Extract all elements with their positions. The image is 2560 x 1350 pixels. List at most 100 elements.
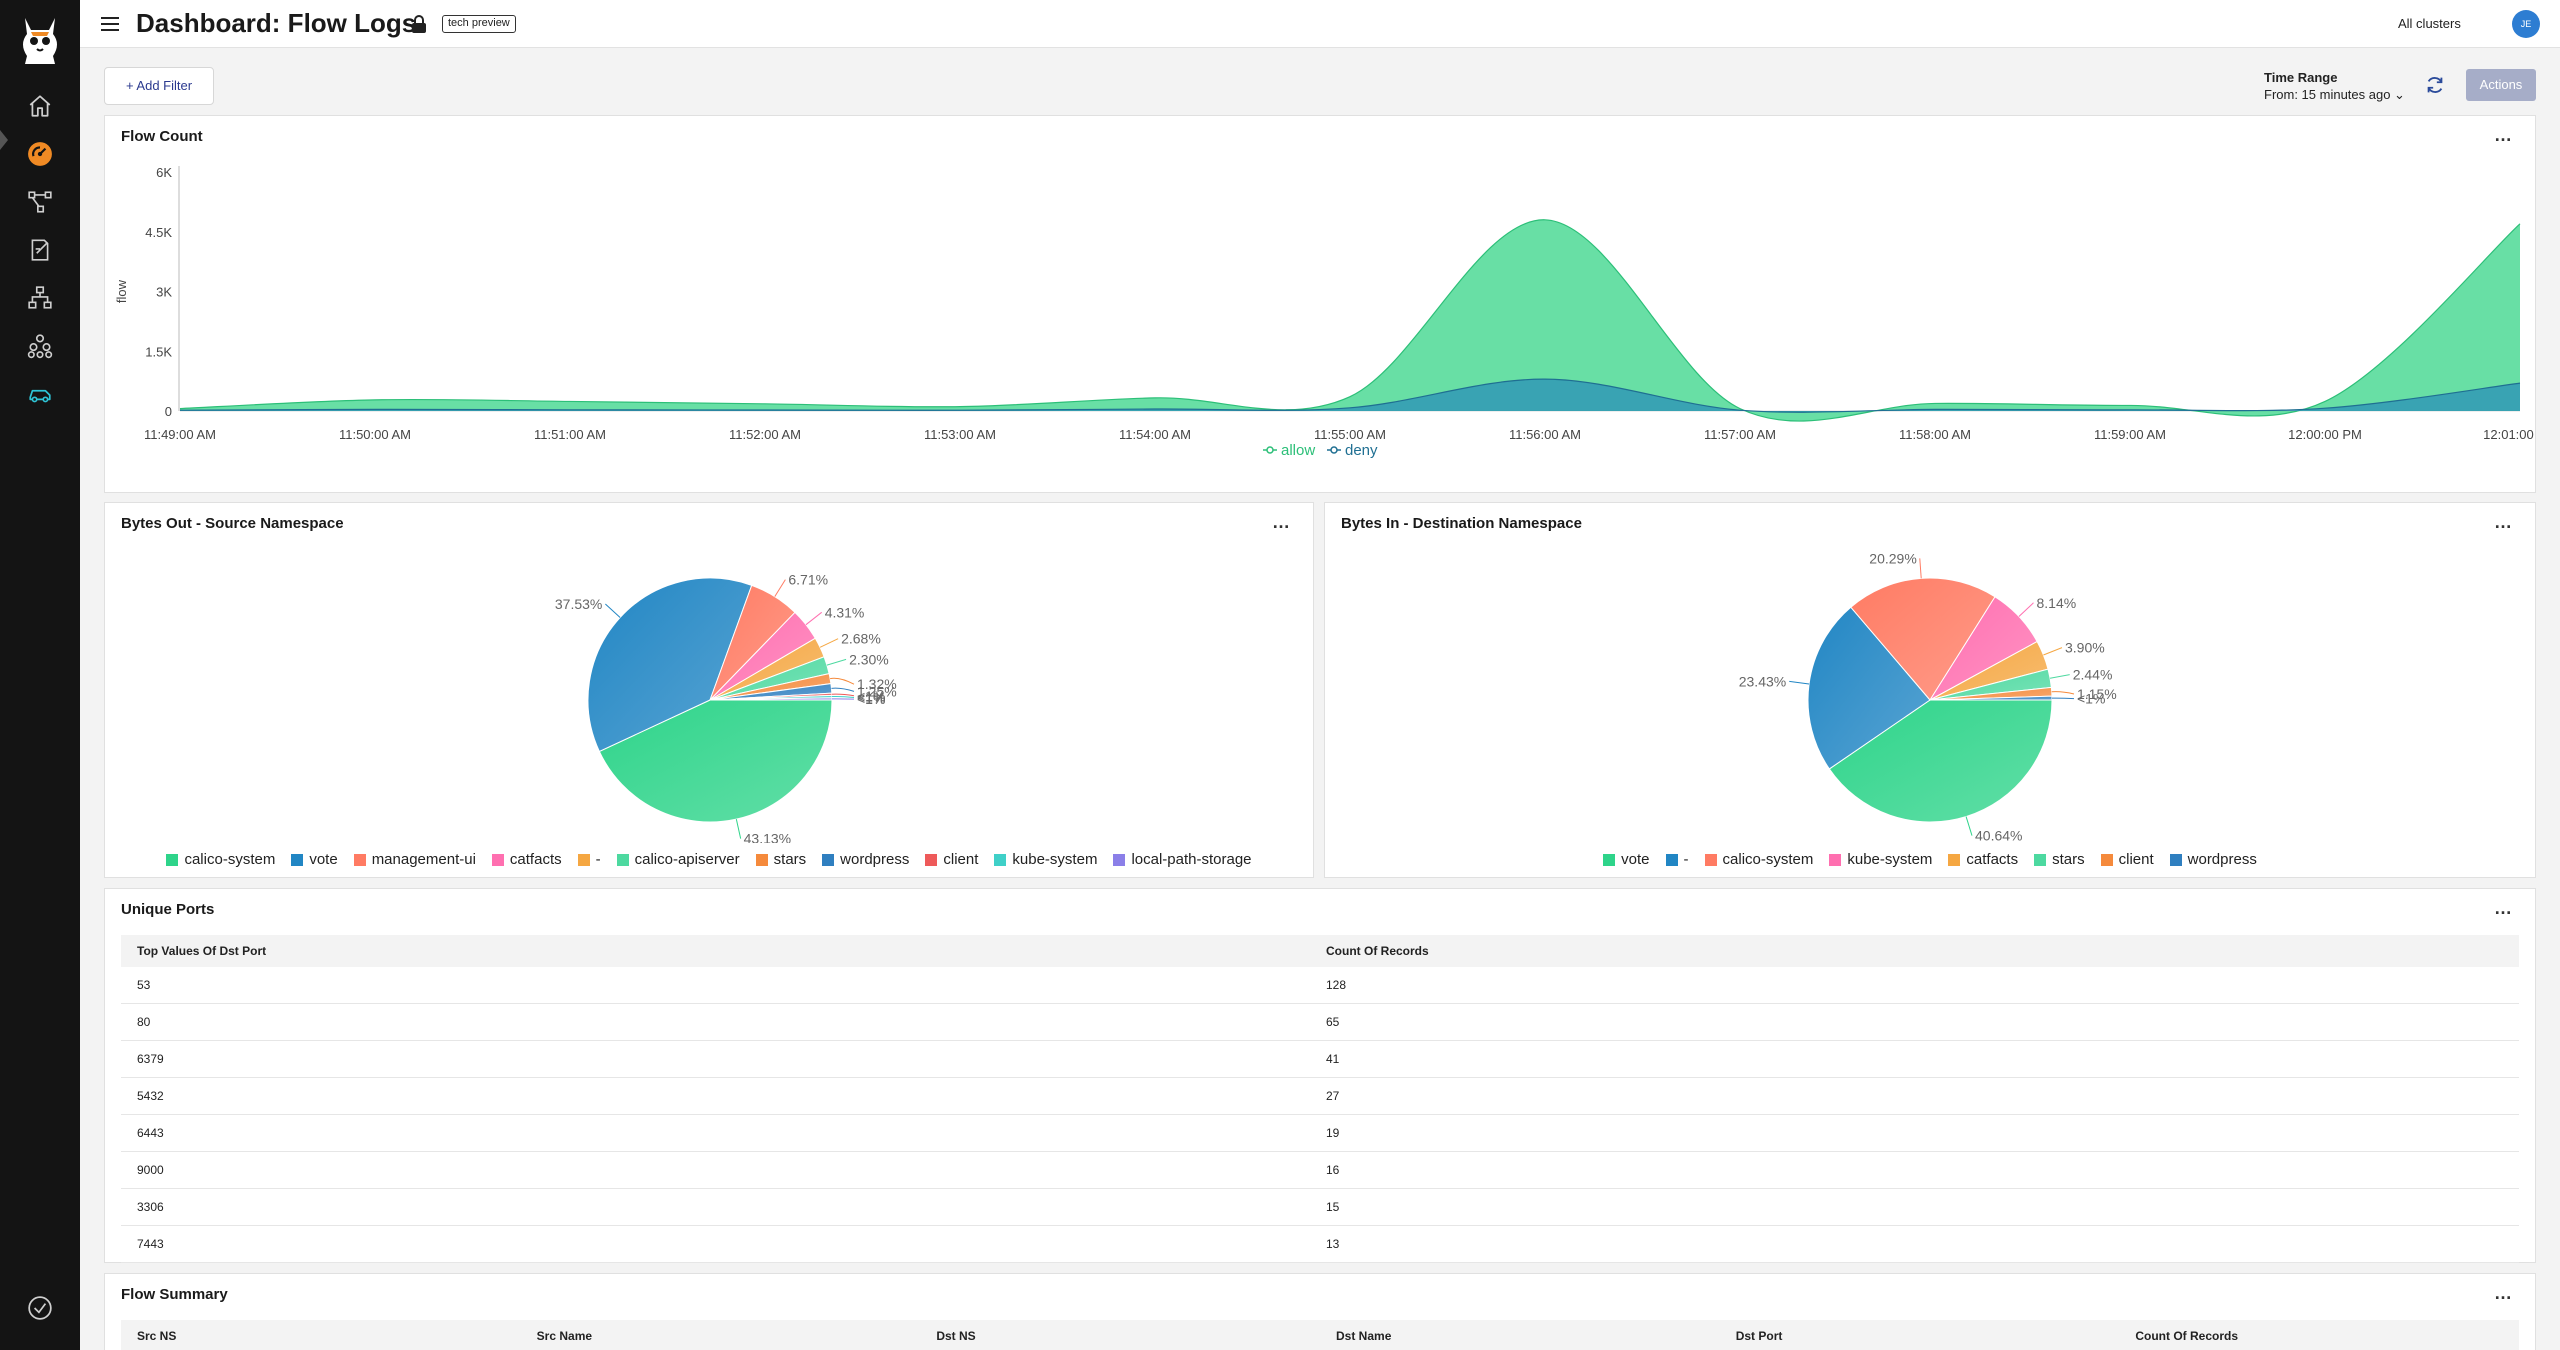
hamburger-menu-icon[interactable] (98, 12, 122, 36)
cell-count: 41 (1326, 1052, 1340, 1066)
legend-item[interactable]: calico-apiserver (616, 851, 740, 868)
x-tick-label: 11:49:00 AM (144, 427, 216, 442)
legend-item[interactable]: catfacts (491, 851, 562, 868)
table-row[interactable]: 3306 15 (121, 1189, 2519, 1226)
column-header-dst-port[interactable]: Dst Port (1735, 1329, 1783, 1343)
y-tick-label: 6K (156, 165, 172, 180)
area-allow[interactable] (180, 219, 2520, 422)
table-row[interactable]: 7443 13 (121, 1226, 2519, 1263)
legend-item[interactable]: client (925, 851, 978, 868)
status-check-icon[interactable] (22, 1290, 58, 1326)
legend-label-allow[interactable]: allow (1281, 442, 1315, 459)
home-icon[interactable] (22, 88, 58, 124)
legend-item[interactable]: wordpress (822, 851, 909, 868)
legend-swatch (291, 853, 304, 866)
pie-label-connector (1919, 558, 1922, 579)
column-header-count[interactable]: Count Of Records (2135, 1329, 2239, 1343)
refresh-icon[interactable] (2424, 74, 2446, 96)
network-topology-icon[interactable] (22, 280, 58, 316)
time-range-selector[interactable]: Time Range From: 15 minutes ago ⌄ (2264, 70, 2405, 103)
table-row[interactable]: 5432 27 (121, 1078, 2519, 1115)
bytes-in-menu-button[interactable]: … (2494, 512, 2513, 532)
column-header-dst-port[interactable]: Top Values Of Dst Port (137, 944, 267, 958)
user-avatar[interactable]: JE (2512, 10, 2540, 38)
policies-icon[interactable] (22, 232, 58, 268)
pie-label-connector (826, 658, 847, 666)
line-allow (179, 219, 2521, 422)
legend-item[interactable]: local-path-storage (1113, 851, 1252, 868)
flow-summary-menu-button[interactable]: … (2494, 1283, 2513, 1303)
pie-label-connector (1965, 816, 1973, 836)
column-header-src-name[interactable]: Src Name (536, 1329, 593, 1343)
pie-slice[interactable] (587, 577, 753, 753)
legend-marker-allow (1266, 446, 1274, 454)
bytes-out-menu-button[interactable]: … (1272, 512, 1291, 532)
legend-label: stars (773, 851, 807, 868)
flow-summary-title: Flow Summary (121, 1286, 228, 1303)
legend-item[interactable]: kube-system (994, 851, 1097, 868)
legend-item[interactable]: wordpress (2169, 851, 2257, 868)
legend-swatch (822, 853, 835, 866)
table-row[interactable]: 80 65 (121, 1004, 2519, 1041)
table-header: Top Values Of Dst Port Count Of Records (121, 935, 2519, 967)
table-row[interactable]: 6379 41 (121, 1041, 2519, 1078)
actions-button[interactable]: Actions (2466, 69, 2536, 101)
pie-label-connector (831, 696, 855, 698)
pie-slice[interactable] (1850, 577, 1996, 701)
flow-summary-panel: Flow Summary … Src NS Src Name Dst NS Ds… (104, 1273, 2536, 1350)
legend-item[interactable]: vote (1603, 851, 1650, 868)
bytes-out-pie-chart: 43.13% 37.53% 6.71% 4.31% 2.68% 2.30% 1.32%1.2… (555, 572, 897, 843)
legend-label-deny[interactable]: deny (1345, 442, 1378, 459)
legend-item[interactable]: stars (755, 851, 807, 868)
dashboard-icon[interactable] (22, 136, 58, 172)
add-filter-button[interactable]: + Add Filter (104, 67, 214, 105)
time-range-value[interactable]: From: 15 minutes ago ⌄ (2264, 87, 2405, 102)
table-row[interactable]: 53 128 (121, 967, 2519, 1004)
pie-slice[interactable] (1807, 606, 1931, 770)
legend-label: - (595, 851, 601, 868)
pie-data-label: 2.68% (841, 631, 881, 647)
legend-item[interactable]: management-ui (353, 851, 476, 868)
lock-icon (410, 14, 428, 34)
pie-data-label: 3.90% (2065, 640, 2105, 656)
cell-count: 16 (1326, 1163, 1340, 1177)
traffic-car-icon[interactable] (22, 376, 58, 412)
pie-slice[interactable] (1929, 695, 2053, 701)
legend-item[interactable]: kube-system (1829, 851, 1932, 868)
legend-item[interactable]: calico-system (166, 851, 275, 868)
column-header-dst-name[interactable]: Dst Name (1336, 1329, 1392, 1343)
column-header-dst-ns[interactable]: Dst NS (936, 1329, 976, 1343)
table-row[interactable]: 9000 16 (121, 1152, 2519, 1189)
column-header-count[interactable]: Count Of Records (1326, 944, 1429, 958)
page-title: Dashboard: Flow Logs (136, 8, 417, 38)
pie-data-label: 1.25% (857, 683, 897, 699)
legend-item[interactable]: - (1665, 851, 1689, 868)
legend-swatch (2169, 853, 2182, 866)
pie-slice[interactable] (709, 697, 833, 701)
legend-item[interactable]: stars (2034, 851, 2085, 868)
legend-label: kube-system (1847, 851, 1933, 868)
x-tick-label: 11:53:00 AM (924, 427, 996, 442)
service-graph-icon[interactable] (22, 184, 58, 220)
table-row[interactable]: 6443 19 (121, 1115, 2519, 1152)
unique-ports-menu-button[interactable]: … (2494, 898, 2513, 918)
sidebar (0, 0, 80, 1350)
legend-swatch (1665, 853, 1678, 866)
legend-item[interactable]: catfacts (1948, 851, 2018, 868)
legend-item[interactable]: client (2100, 851, 2154, 868)
pie-data-label: 37.53% (555, 596, 602, 612)
y-tick-label: 0 (165, 404, 172, 419)
legend-item[interactable]: vote (291, 851, 338, 868)
legend-label: client (2118, 851, 2154, 868)
cluster-selector[interactable]: All clusters (2398, 16, 2461, 31)
legend-item[interactable]: - (577, 851, 601, 868)
column-header-src-ns[interactable]: Src NS (137, 1329, 177, 1343)
pie-label-connector (1789, 680, 1810, 685)
endpoints-icon[interactable] (22, 328, 58, 364)
flow-count-menu-button[interactable]: … (2494, 125, 2513, 145)
legend-item[interactable]: calico-system (1704, 851, 1813, 868)
legend-swatch (616, 853, 629, 866)
pie-slice[interactable] (598, 699, 833, 823)
legend-swatch (925, 853, 938, 866)
pie-data-label: <1% (857, 691, 885, 707)
